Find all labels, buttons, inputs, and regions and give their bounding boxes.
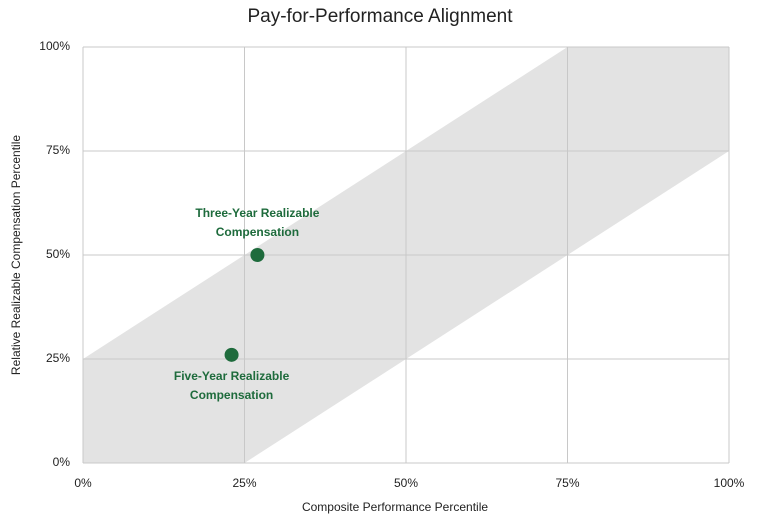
y-tick-label: 0% <box>53 455 71 469</box>
y-tick-label: 100% <box>39 39 70 53</box>
y-tick-label: 75% <box>46 143 70 157</box>
x-tick-label: 75% <box>555 476 579 490</box>
y-tick-label: 25% <box>46 351 70 365</box>
data-point <box>250 248 265 262</box>
x-tick-label: 100% <box>714 476 745 490</box>
x-tick-label: 0% <box>74 476 92 490</box>
point-label: Five-Year Realizable Compensation <box>173 368 290 402</box>
x-tick-label: 25% <box>232 476 256 490</box>
y-tick-label: 50% <box>46 247 70 261</box>
point-label: Three-Year Realizable Compensation <box>195 206 320 239</box>
x-axis-label: Composite Performance Percentile <box>302 500 488 514</box>
data-point <box>224 347 239 362</box>
y-axis-label: Relative Realizable Compensation Percent… <box>9 135 23 375</box>
chart-title: Pay-for-Performance Alignment <box>247 6 513 27</box>
x-tick-label: 50% <box>394 476 418 490</box>
